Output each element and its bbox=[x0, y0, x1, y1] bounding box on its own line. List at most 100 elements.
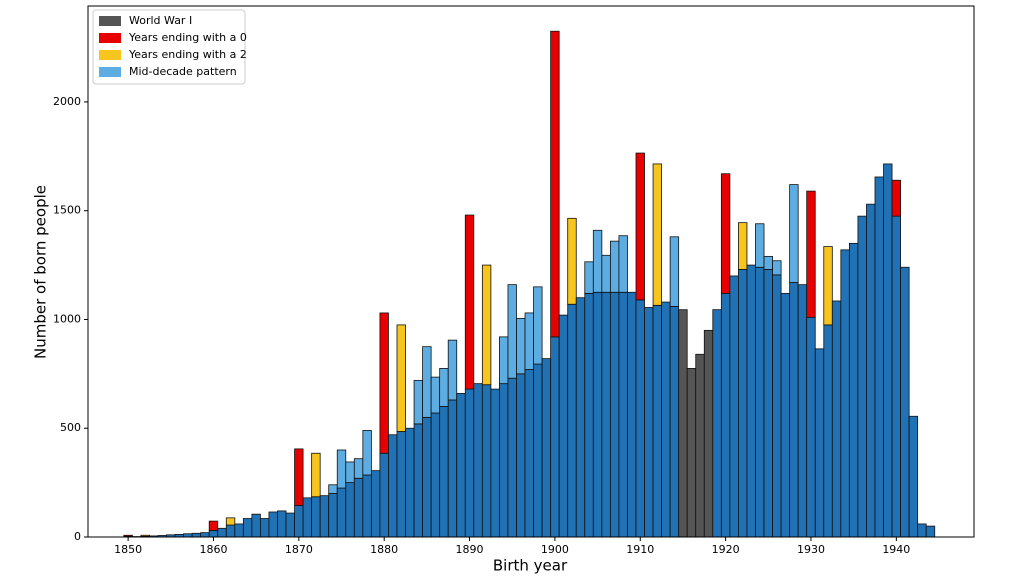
bar bbox=[551, 31, 560, 337]
bar bbox=[397, 325, 406, 432]
legend-swatch bbox=[99, 33, 121, 43]
bar bbox=[866, 204, 875, 537]
bar bbox=[738, 223, 747, 270]
bar bbox=[312, 497, 321, 537]
bar bbox=[252, 514, 261, 537]
bar bbox=[380, 313, 389, 453]
bar bbox=[568, 304, 577, 537]
x-tick-label: 1850 bbox=[114, 543, 142, 556]
bar bbox=[423, 347, 432, 418]
bar bbox=[602, 255, 611, 292]
bar bbox=[670, 306, 679, 537]
bar bbox=[448, 400, 457, 537]
bar bbox=[773, 261, 782, 275]
x-tick-label: 1930 bbox=[797, 543, 825, 556]
bar bbox=[738, 269, 747, 537]
bar bbox=[201, 533, 210, 537]
bar bbox=[849, 243, 858, 537]
bar bbox=[440, 368, 449, 406]
x-tick-label: 1920 bbox=[712, 543, 740, 556]
bar bbox=[363, 475, 372, 537]
x-axis-label: Birth year bbox=[493, 557, 568, 575]
bar bbox=[542, 359, 551, 537]
bar bbox=[295, 505, 304, 537]
bar bbox=[670, 237, 679, 307]
bar bbox=[619, 236, 628, 293]
bar bbox=[747, 265, 756, 537]
bar bbox=[645, 308, 654, 537]
bar bbox=[593, 292, 602, 537]
bar bbox=[329, 493, 338, 537]
bar bbox=[303, 498, 312, 537]
bar bbox=[918, 524, 927, 537]
bar bbox=[431, 413, 440, 537]
legend-label: Years ending with a 0 bbox=[128, 31, 247, 44]
bar bbox=[721, 293, 730, 537]
bar bbox=[423, 417, 432, 537]
bar bbox=[559, 315, 568, 537]
bar bbox=[525, 313, 534, 370]
bar bbox=[508, 285, 517, 379]
bar bbox=[627, 292, 636, 537]
legend-label: Mid-decade pattern bbox=[129, 65, 237, 78]
x-tick-label: 1890 bbox=[456, 543, 484, 556]
bar bbox=[337, 488, 346, 537]
bar bbox=[363, 430, 372, 475]
bar bbox=[508, 378, 517, 537]
x-tick-label: 1900 bbox=[541, 543, 569, 556]
bar bbox=[440, 406, 449, 537]
bar bbox=[824, 247, 833, 325]
bar bbox=[824, 325, 833, 537]
bar bbox=[653, 164, 662, 305]
legend-swatch bbox=[99, 16, 121, 26]
bar bbox=[465, 389, 474, 537]
bar bbox=[388, 435, 397, 537]
bar bbox=[414, 380, 423, 424]
bar bbox=[636, 153, 645, 300]
bar bbox=[755, 267, 764, 537]
bar bbox=[892, 216, 901, 537]
bar bbox=[337, 450, 346, 488]
bar bbox=[516, 374, 525, 537]
bar bbox=[764, 256, 773, 269]
y-tick-label: 2000 bbox=[53, 95, 81, 108]
bar bbox=[662, 302, 671, 537]
bar bbox=[832, 301, 841, 537]
bar bbox=[457, 393, 466, 537]
bar bbox=[354, 478, 363, 537]
bar bbox=[406, 428, 415, 537]
bar bbox=[790, 185, 799, 283]
bar bbox=[773, 275, 782, 537]
bar bbox=[721, 174, 730, 294]
bar bbox=[491, 389, 500, 537]
bar bbox=[414, 424, 423, 537]
bar bbox=[482, 385, 491, 537]
bar bbox=[226, 518, 235, 525]
bar bbox=[755, 224, 764, 268]
bar bbox=[610, 241, 619, 292]
bar bbox=[585, 293, 594, 537]
bar bbox=[243, 519, 252, 537]
bar bbox=[790, 282, 799, 537]
bar bbox=[764, 269, 773, 537]
bar bbox=[465, 215, 474, 389]
bar bbox=[576, 298, 585, 537]
bar bbox=[610, 292, 619, 537]
bar bbox=[235, 524, 244, 537]
bar bbox=[534, 287, 543, 364]
bar bbox=[346, 462, 355, 483]
bar bbox=[807, 317, 816, 537]
bar bbox=[781, 293, 790, 537]
bar bbox=[397, 431, 406, 537]
bar bbox=[815, 349, 824, 537]
bar bbox=[192, 533, 201, 537]
bar bbox=[482, 265, 491, 385]
bar bbox=[696, 354, 705, 537]
bar bbox=[858, 216, 867, 537]
bar bbox=[141, 535, 150, 536]
bar bbox=[713, 310, 722, 537]
bar bbox=[909, 416, 918, 537]
bar bbox=[884, 164, 893, 537]
bar bbox=[448, 340, 457, 400]
legend-label: Years ending with a 2 bbox=[128, 48, 247, 61]
